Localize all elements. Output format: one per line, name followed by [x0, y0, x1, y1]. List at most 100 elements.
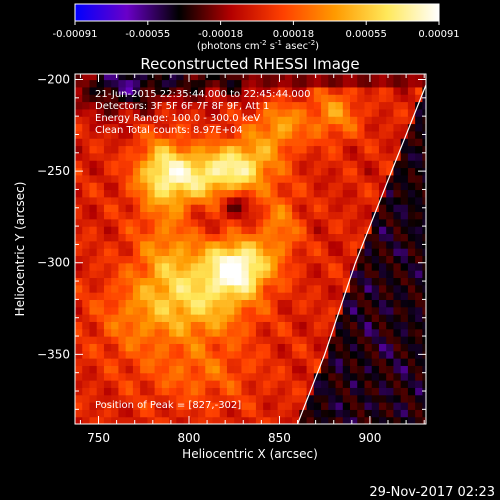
heatmap-cell	[386, 233, 395, 242]
heatmap-cell	[111, 372, 120, 381]
heatmap-cell	[248, 409, 257, 418]
heatmap-cell	[212, 116, 221, 125]
heatmap-cell	[422, 218, 426, 227]
heatmap-cell	[226, 108, 235, 117]
heatmap-cell	[89, 299, 98, 308]
heatmap-cell	[212, 284, 221, 293]
heatmap-cell	[154, 262, 163, 271]
heatmap-cell	[132, 226, 141, 235]
heatmap-cell	[284, 101, 293, 110]
heatmap-cell	[263, 314, 271, 322]
heatmap-cell	[183, 328, 192, 337]
heatmap-cell	[125, 86, 134, 95]
heatmap-cell	[299, 211, 308, 220]
heatmap-cell	[183, 211, 192, 220]
heatmap-cell	[183, 336, 192, 344]
heatmap-cell	[219, 270, 228, 278]
heatmap-cell	[422, 372, 426, 381]
heatmap-cell	[284, 394, 293, 403]
heatmap-cell	[169, 394, 177, 403]
heatmap-cell	[371, 240, 380, 249]
heatmap-cell	[161, 409, 170, 418]
heatmap-cell	[328, 284, 337, 293]
heatmap-cell	[378, 314, 387, 322]
heatmap-cell	[270, 116, 279, 125]
heatmap-cell	[415, 248, 423, 257]
heatmap-cell	[176, 314, 185, 322]
heatmap-cell	[176, 292, 185, 300]
heatmap-cell	[386, 182, 395, 191]
heatmap-cell	[357, 174, 366, 183]
heatmap-cell	[176, 152, 185, 161]
heatmap-cell	[169, 240, 177, 249]
heatmap-cell	[364, 79, 373, 88]
heatmap-cell	[96, 336, 105, 344]
heatmap-cell	[169, 160, 177, 169]
heatmap-cell	[248, 365, 257, 374]
heatmap-cell	[198, 284, 206, 293]
heatmap-cell	[125, 189, 134, 198]
heatmap-cell	[364, 94, 373, 103]
heatmap-cell	[212, 306, 221, 315]
heatmap-cell	[415, 321, 423, 330]
heatmap-cell	[378, 387, 387, 396]
heatmap-cell	[284, 211, 293, 220]
heatmap-cell	[321, 101, 329, 110]
heatmap-cell	[386, 138, 395, 147]
heatmap-cell	[321, 402, 329, 410]
heatmap-cell	[140, 402, 148, 410]
heatmap-cell	[89, 108, 98, 117]
heatmap-cell	[255, 387, 264, 396]
heatmap-cell	[118, 116, 127, 125]
heatmap-cell	[328, 218, 337, 227]
heatmap-cell	[147, 108, 156, 117]
heatmap-cell	[154, 108, 163, 117]
heatmap-cell	[111, 218, 120, 227]
heatmap-cell	[357, 152, 366, 161]
heatmap-cell	[75, 189, 83, 198]
heatmap-cell	[226, 306, 235, 315]
heatmap-cell	[161, 336, 170, 344]
heatmap-cell	[364, 152, 373, 161]
heatmap-cell	[306, 292, 315, 300]
heatmap-cell	[125, 255, 134, 264]
heatmap-cell	[169, 152, 177, 161]
heatmap-cell	[357, 248, 366, 257]
heatmap-cell	[299, 233, 308, 242]
heatmap-cell	[154, 306, 163, 315]
heatmap-cell	[147, 196, 156, 205]
heatmap-cell	[234, 372, 243, 381]
heatmap-cell	[125, 152, 134, 161]
heatmap-cell	[270, 152, 279, 161]
heatmap-cell	[132, 174, 141, 183]
heatmap-cell	[270, 145, 279, 154]
heatmap-cell	[313, 233, 322, 242]
heatmap-cell	[241, 394, 250, 403]
heatmap-image	[75, 74, 426, 424]
heatmap-cell	[147, 409, 156, 418]
heatmap-cell	[118, 321, 127, 330]
heatmap-cell	[205, 240, 214, 249]
heatmap-cell	[161, 167, 170, 176]
heatmap-cell	[270, 196, 279, 205]
heatmap-cell	[328, 416, 337, 424]
heatmap-cell	[407, 299, 416, 308]
heatmap-cell	[357, 284, 366, 293]
heatmap-cell	[263, 350, 271, 359]
heatmap-cell	[407, 350, 416, 359]
heatmap-cell	[299, 79, 308, 88]
heatmap-cell	[169, 116, 177, 125]
heatmap-cell	[364, 196, 373, 205]
heatmap-cell	[176, 174, 185, 183]
heatmap-cell	[277, 402, 286, 410]
heatmap-cell	[198, 262, 206, 271]
heatmap-cell	[292, 204, 300, 213]
heatmap-cell	[241, 240, 250, 249]
heatmap-cell	[386, 79, 395, 88]
heatmap-cell	[400, 409, 409, 418]
heatmap-cell	[111, 233, 120, 242]
heatmap-cell	[357, 240, 366, 249]
heatmap-cell	[198, 174, 206, 183]
heatmap-cell	[198, 358, 206, 366]
heatmap-cell	[111, 358, 120, 366]
